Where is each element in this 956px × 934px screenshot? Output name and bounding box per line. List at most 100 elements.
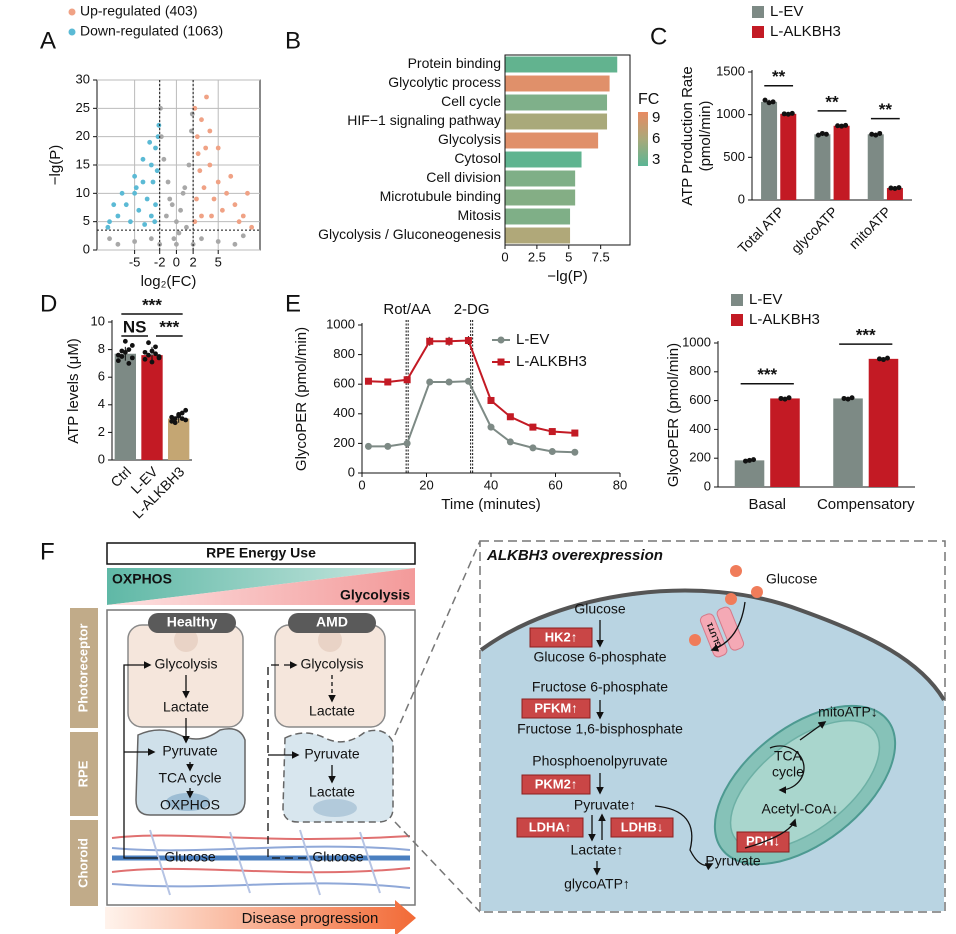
point — [150, 179, 156, 185]
point — [148, 213, 154, 219]
sig-label: *** — [856, 326, 876, 345]
point — [839, 123, 845, 129]
enzyme: LDHB↓ — [621, 819, 664, 834]
point — [122, 338, 128, 344]
nucleus — [166, 793, 210, 811]
x-tick-label: 0 — [501, 249, 508, 264]
point — [152, 219, 158, 225]
x-tick-label: -2 — [154, 254, 166, 269]
point — [835, 123, 841, 129]
point — [896, 185, 902, 191]
point — [209, 213, 214, 219]
point — [174, 241, 179, 247]
metabolite: Glycolysis — [300, 656, 363, 672]
rpe-cell — [135, 728, 246, 816]
point — [172, 420, 178, 426]
legend-label: L-EV — [770, 3, 803, 20]
panel-label: F — [40, 538, 55, 565]
point — [845, 396, 851, 402]
colorbar-tick: 6 — [652, 130, 660, 147]
point — [869, 131, 875, 137]
marker — [384, 442, 392, 450]
metabolite: Glycolysis — [154, 656, 217, 672]
point — [142, 222, 148, 227]
legend-label: L-ALKBH3 — [516, 353, 587, 370]
metabolite: Lactate — [309, 784, 355, 800]
y-tick-label: 0 — [704, 478, 711, 493]
series-line — [368, 380, 575, 454]
x-tick-label: 0 — [358, 477, 365, 492]
point — [219, 207, 225, 213]
point — [178, 207, 183, 213]
y-tick-label: 0 — [98, 451, 105, 466]
point — [148, 236, 154, 242]
x-tick-label: -5 — [129, 254, 141, 269]
bar — [141, 355, 163, 460]
legend-swatch — [752, 6, 764, 18]
marker — [464, 377, 472, 385]
arrows — [267, 661, 336, 859]
nucleus — [313, 799, 357, 817]
x-tick-label: Total ATP — [734, 203, 787, 256]
category-label: Microtubule binding — [380, 188, 501, 204]
x-axis-label: Time (minutes) — [441, 496, 540, 513]
metabolite: Glucose — [312, 849, 364, 865]
metabolite: OXPHOS — [160, 797, 220, 813]
point — [888, 185, 894, 191]
marker — [487, 396, 495, 404]
point — [843, 122, 849, 128]
bar — [761, 101, 778, 200]
point — [115, 352, 121, 358]
legend-marker — [497, 336, 505, 344]
point — [146, 340, 151, 346]
point — [203, 145, 209, 151]
point — [199, 236, 204, 242]
category-label: HIF−1 signaling pathway — [347, 112, 501, 128]
layer-box — [70, 732, 98, 816]
point — [179, 416, 185, 421]
point — [183, 407, 189, 413]
bar — [505, 189, 576, 206]
nucleus — [318, 628, 342, 652]
y-tick-label: 600 — [689, 392, 711, 407]
bar — [505, 170, 576, 187]
bar — [833, 125, 850, 200]
x-tick-label: 5 — [215, 254, 222, 269]
y-tick-label: 1000 — [716, 106, 745, 121]
point — [140, 179, 146, 185]
glucose-dot — [689, 634, 701, 646]
y-tick-label: 10 — [76, 185, 90, 200]
point — [119, 190, 125, 196]
enzyme: PKM2↑ — [535, 776, 578, 791]
point — [240, 213, 246, 219]
pill — [288, 613, 376, 633]
metabolite: glycoATP↑ — [564, 876, 630, 892]
mito-inner — [729, 719, 881, 851]
legend-swatch — [731, 314, 743, 326]
point — [158, 105, 163, 111]
mito-text: mitoATP↓ — [818, 704, 878, 720]
x-tick-label: glycoATP — [788, 203, 841, 256]
point — [144, 196, 150, 202]
tca-arrow — [769, 745, 805, 794]
glucose-dot — [751, 586, 763, 598]
state-title: AMD — [316, 614, 348, 630]
colorbar — [638, 112, 648, 166]
point — [199, 117, 204, 123]
point — [197, 168, 203, 174]
point — [211, 196, 217, 202]
bar — [505, 208, 571, 225]
metabolite: Lactate↑ — [571, 842, 624, 858]
point — [169, 202, 175, 208]
metabolite: Glucose 6-phosphate — [533, 649, 666, 665]
x-tick-label: mitoATP — [846, 203, 895, 252]
marker — [445, 337, 453, 345]
category-label: Glycolysis — [438, 131, 501, 147]
x-tick-label: 7.5 — [592, 249, 610, 264]
gradient-label: OXPHOS — [112, 571, 172, 587]
point — [165, 179, 171, 185]
point — [747, 457, 753, 463]
point — [849, 395, 855, 401]
point — [892, 185, 898, 191]
y-axis-label: ATP Production Rate — [679, 66, 696, 206]
